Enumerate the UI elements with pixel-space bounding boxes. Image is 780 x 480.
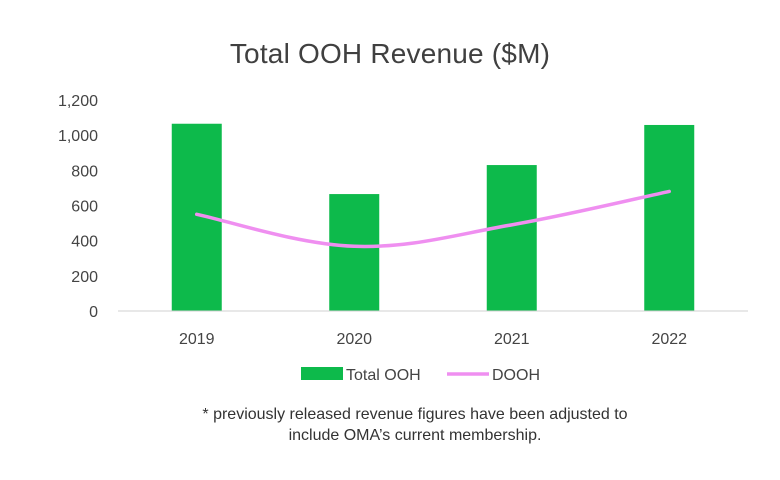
y-tick-label: 400: [71, 234, 98, 251]
footnote: * previously released revenue figures ha…: [0, 404, 780, 446]
chart-svg: 0 200 400 600 800 1,000 1,200 2019 2020 2021 2022 T…: [58, 93, 748, 384]
y-tick-label: 1,000: [58, 128, 98, 145]
y-tick-label: 800: [71, 163, 98, 180]
x-tick-label: 2020: [336, 331, 372, 348]
bar-total-ooh: [329, 194, 380, 311]
chart-title: Total OOH Revenue ($M): [229, 38, 551, 69]
bar-total-ooh: [644, 124, 695, 312]
legend-swatch-total-ooh: [301, 367, 343, 380]
x-tick-label: 2019: [179, 331, 215, 348]
y-tick-label: 1,200: [58, 93, 98, 110]
y-tick-label: 0: [89, 304, 98, 321]
legend-label-total-ooh: Total OOH: [346, 367, 421, 384]
y-tick-label: 200: [71, 269, 98, 286]
legend-label-dooh: DOOH: [492, 367, 540, 384]
y-tick-label: 600: [71, 199, 98, 216]
x-tick-label: 2021: [494, 331, 530, 348]
line-dooh: [195, 189, 671, 249]
x-tick-label: 2022: [651, 331, 687, 348]
footnote-line-1: * previously released revenue figures ha…: [202, 406, 628, 423]
footnote-line-2: include OMA’s current membership.: [288, 427, 542, 444]
bar-total-ooh: [486, 165, 537, 311]
